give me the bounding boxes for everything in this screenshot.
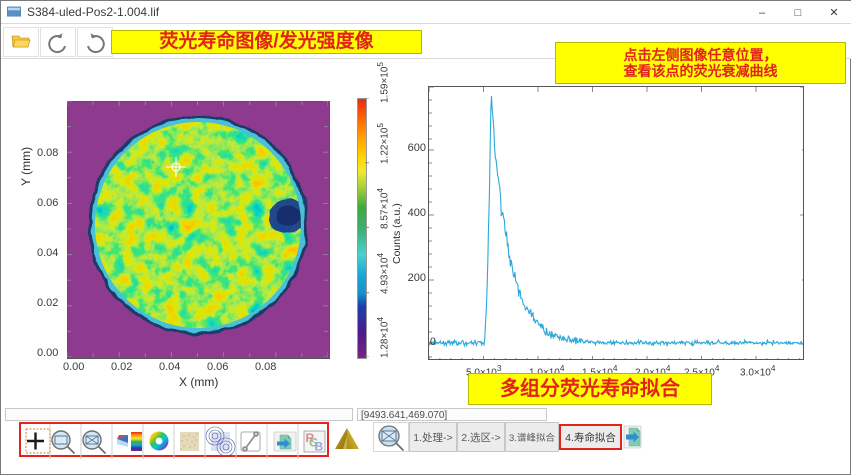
svg-text:B: B: [315, 440, 324, 454]
